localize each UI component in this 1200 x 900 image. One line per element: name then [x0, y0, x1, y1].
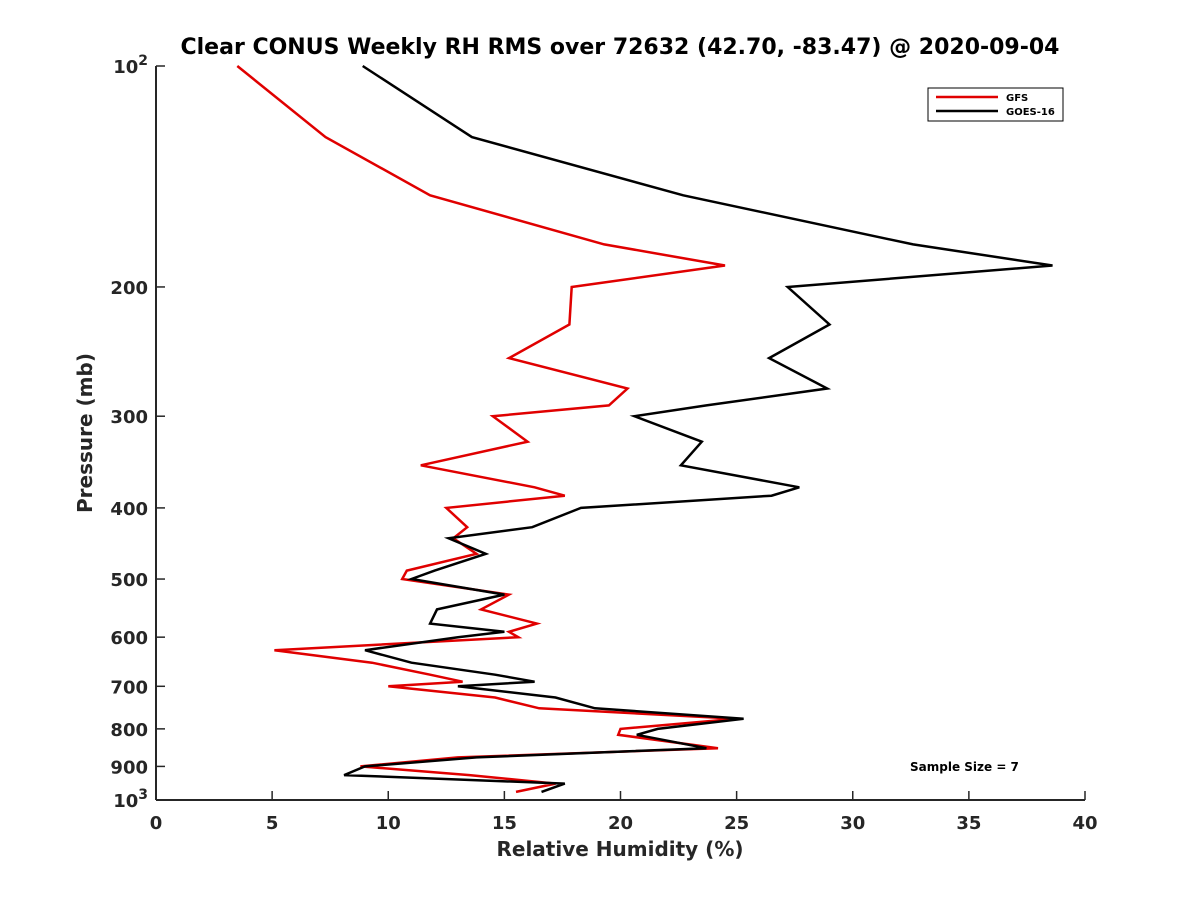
x-tick-label: 40: [1072, 813, 1097, 834]
sample-size-annotation: Sample Size = 7: [910, 760, 1019, 774]
y-tick-label: 103: [113, 787, 148, 812]
y-axis-label: Pressure (mb): [73, 353, 97, 513]
x-tick-label: 30: [840, 813, 865, 834]
chart-title: Clear CONUS Weekly RH RMS over 72632 (42…: [181, 35, 1060, 60]
x-tick-label: 20: [608, 813, 633, 834]
legend-label-gfs: GFS: [1006, 93, 1028, 104]
y-ticks: 102 200 300 400 500 600 700 800 900 103: [110, 53, 165, 812]
x-tick-label: 5: [266, 813, 279, 834]
legend-label-goes16: GOES-16: [1006, 107, 1055, 118]
y-tick-label: 102: [113, 53, 148, 78]
series-line-gfs: [236, 65, 737, 794]
legend-box: [927, 87, 1064, 122]
y-tick-label: 800: [110, 720, 148, 741]
y-tick-label: 700: [110, 677, 148, 698]
x-tick-label: 15: [492, 813, 517, 834]
x-ticks: 0 5 10 15 20 25 30 35 40: [150, 791, 1098, 834]
y-tick-label: 400: [110, 499, 148, 520]
x-tick-label: 10: [376, 813, 401, 834]
legend: GFS GOES-16: [927, 87, 1064, 122]
x-tick-label: 35: [956, 813, 981, 834]
y-tick-label: 900: [110, 757, 148, 778]
y-tick-label: 500: [110, 570, 148, 591]
x-tick-label: 0: [150, 813, 163, 834]
x-axis-label: Relative Humidity (%): [496, 837, 743, 861]
series-line-goes16: [343, 64, 1053, 794]
y-tick-label: 600: [110, 628, 148, 649]
y-tick-label: 300: [110, 407, 148, 428]
plot-series: [236, 64, 1053, 794]
x-tick-label: 25: [724, 813, 749, 834]
y-tick-label: 200: [110, 278, 148, 299]
